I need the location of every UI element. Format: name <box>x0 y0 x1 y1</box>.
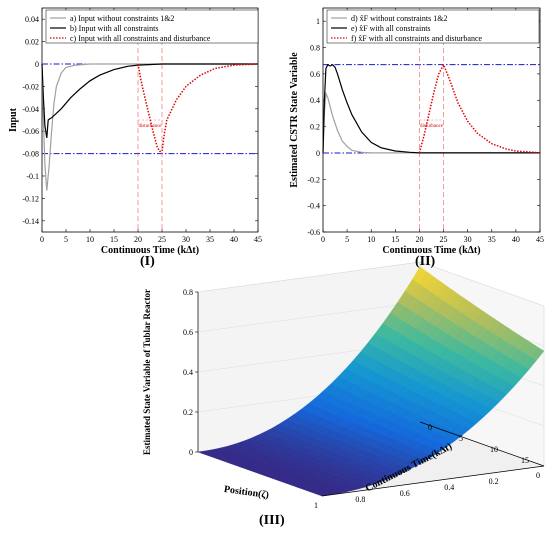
panel1-series-1-line <box>41 63 258 191</box>
panel1-legend-box <box>45 9 259 44</box>
panel3-position-tick-label: 0 <box>536 471 540 480</box>
panel3-position-tick-label: 0.4 <box>444 483 454 492</box>
panel2-legend-entry-2: e) x̂F with all constraints <box>351 24 431 33</box>
panel2-x-axis-label: Continuous Time (kΔt) <box>382 245 480 256</box>
panel1-y-tick-label: -0.04 <box>22 105 39 114</box>
panel1-y-tick-label: -0.08 <box>22 150 39 159</box>
panel2-x-tick-label: 0 <box>321 235 325 244</box>
panel2-x-tick-label: 30 <box>464 235 472 244</box>
panel3-time-tick-label: 5 <box>459 434 463 443</box>
panel2-y-tick-label: 0.8 <box>310 44 320 53</box>
panel1-y-tick-label: -0.14 <box>22 217 39 226</box>
panel1-y-tick-label: 0.04 <box>25 15 39 24</box>
panel2-y-tick-label: -0.6 <box>307 228 320 237</box>
panel1-y-tick-label: 0.02 <box>25 38 39 47</box>
panel2-x-tick-label: 20 <box>415 235 423 244</box>
panel3-time-tick-label: 0 <box>428 423 432 432</box>
panel3-surface <box>197 266 545 497</box>
panel2-x-tick-label: 40 <box>512 235 520 244</box>
panel2-series-1-line <box>322 91 540 154</box>
panel1-x-axis-label: Continuous Time (kΔt) <box>101 245 199 256</box>
panel1-y-tick-label: -0.06 <box>22 127 39 136</box>
panel1-y-tick-label: -0.1 <box>26 172 39 181</box>
panel1-x-tick-label: 5 <box>64 235 68 244</box>
panel2-disturbance-label: disturbance <box>420 124 444 129</box>
panel2-legend-entry-3: f) x̂F with all constraints and disturba… <box>351 34 483 43</box>
panel1-legend-entry-1: a) Input without constraints 1&2 <box>70 14 174 23</box>
panel1-y-tick-label: -0.12 <box>22 194 39 203</box>
panel2-y-tick-label: 0 <box>316 149 320 158</box>
panel2-series-2-line <box>322 63 540 154</box>
panel2-x-tick-label: 15 <box>391 235 399 244</box>
panel2-y-tick-label: 1 <box>316 17 320 26</box>
panel1-y-tick-label: -0.02 <box>22 82 39 91</box>
panel1-x-tick-label: 40 <box>230 235 238 244</box>
panel1-legend-entry-2: b) Input with all constraints <box>70 24 158 33</box>
panel1-x-tick-label: 10 <box>86 235 94 244</box>
panel2-x-tick-label: 45 <box>536 235 544 244</box>
panel2-x-tick-label: 35 <box>488 235 496 244</box>
panel-label-3: (III) <box>259 513 285 528</box>
panel3-time-axis-line <box>419 421 545 467</box>
panel3-z-tick-label: 0 <box>189 448 193 457</box>
panel3-z-tick-label: 0.4 <box>183 368 193 377</box>
panel3-grid-line <box>197 301 421 333</box>
panel1-x-tick-label: 20 <box>134 235 142 244</box>
panel3-position-tick-label: 0.2 <box>489 477 499 486</box>
panel2-y-axis-label: Estimated CSTR State Variable <box>289 52 300 188</box>
panel1-x-tick-label: 0 <box>40 235 44 244</box>
panel3-position-axis-line <box>321 465 545 497</box>
panel3-time-tick-label: 15 <box>521 456 529 465</box>
panel1-x-tick-label: 15 <box>110 235 118 244</box>
panel2-x-tick-label: 5 <box>345 235 349 244</box>
panel2-y-tick-label: 0.6 <box>310 70 320 79</box>
panel1-x-tick-label: 30 <box>182 235 190 244</box>
panel2-y-tick-label: -0.2 <box>307 175 320 184</box>
panel1-y-tick-label: 0 <box>35 60 39 69</box>
panel3-z-tick-label: 0.2 <box>183 408 193 417</box>
panel2-x-tick-label: 25 <box>440 235 448 244</box>
panel3-position-tick-label: 1 <box>314 501 318 510</box>
panel1-x-tick-label: 25 <box>158 235 166 244</box>
panel1-x-tick-label: 45 <box>254 235 262 244</box>
panel3-z-axis-label: Estimated State Variable of Tublar React… <box>142 289 152 455</box>
panel3-position-axis-label: Position(ζ) <box>223 484 269 501</box>
panel3-position-tick-label: 0.6 <box>400 489 410 498</box>
panel1-series-3-line <box>137 63 259 153</box>
panel1-y-axis-label: Input <box>8 107 19 132</box>
panel1-disturbance-label: disturbance <box>138 124 162 129</box>
surface-patch <box>412 266 427 284</box>
panel-label-1: (I) <box>140 254 155 269</box>
panel2-y-tick-label: 0.4 <box>310 96 320 105</box>
panel3-z-tick-label: 0.6 <box>183 328 193 337</box>
panel2-y-tick-label: 0.2 <box>310 123 320 132</box>
panel1-series-2-line <box>41 63 258 138</box>
panel2-legend-box <box>326 9 540 44</box>
panel3-position-tick-label: 0.8 <box>355 495 365 504</box>
panel2-y-tick-label: -0.4 <box>307 202 320 211</box>
panel3-z-tick-label: 0.8 <box>183 288 193 297</box>
panel1-x-tick-label: 35 <box>206 235 214 244</box>
panel3-time-tick-label: 10 <box>490 445 498 454</box>
panel2-legend-entry-1: d) x̂F without constraints 1&2 <box>351 14 447 23</box>
panel1-legend-entry-3: c) Input with all constraints and distur… <box>70 34 211 43</box>
panel2-x-tick-label: 10 <box>367 235 375 244</box>
panel-label-2: (II) <box>415 254 436 269</box>
